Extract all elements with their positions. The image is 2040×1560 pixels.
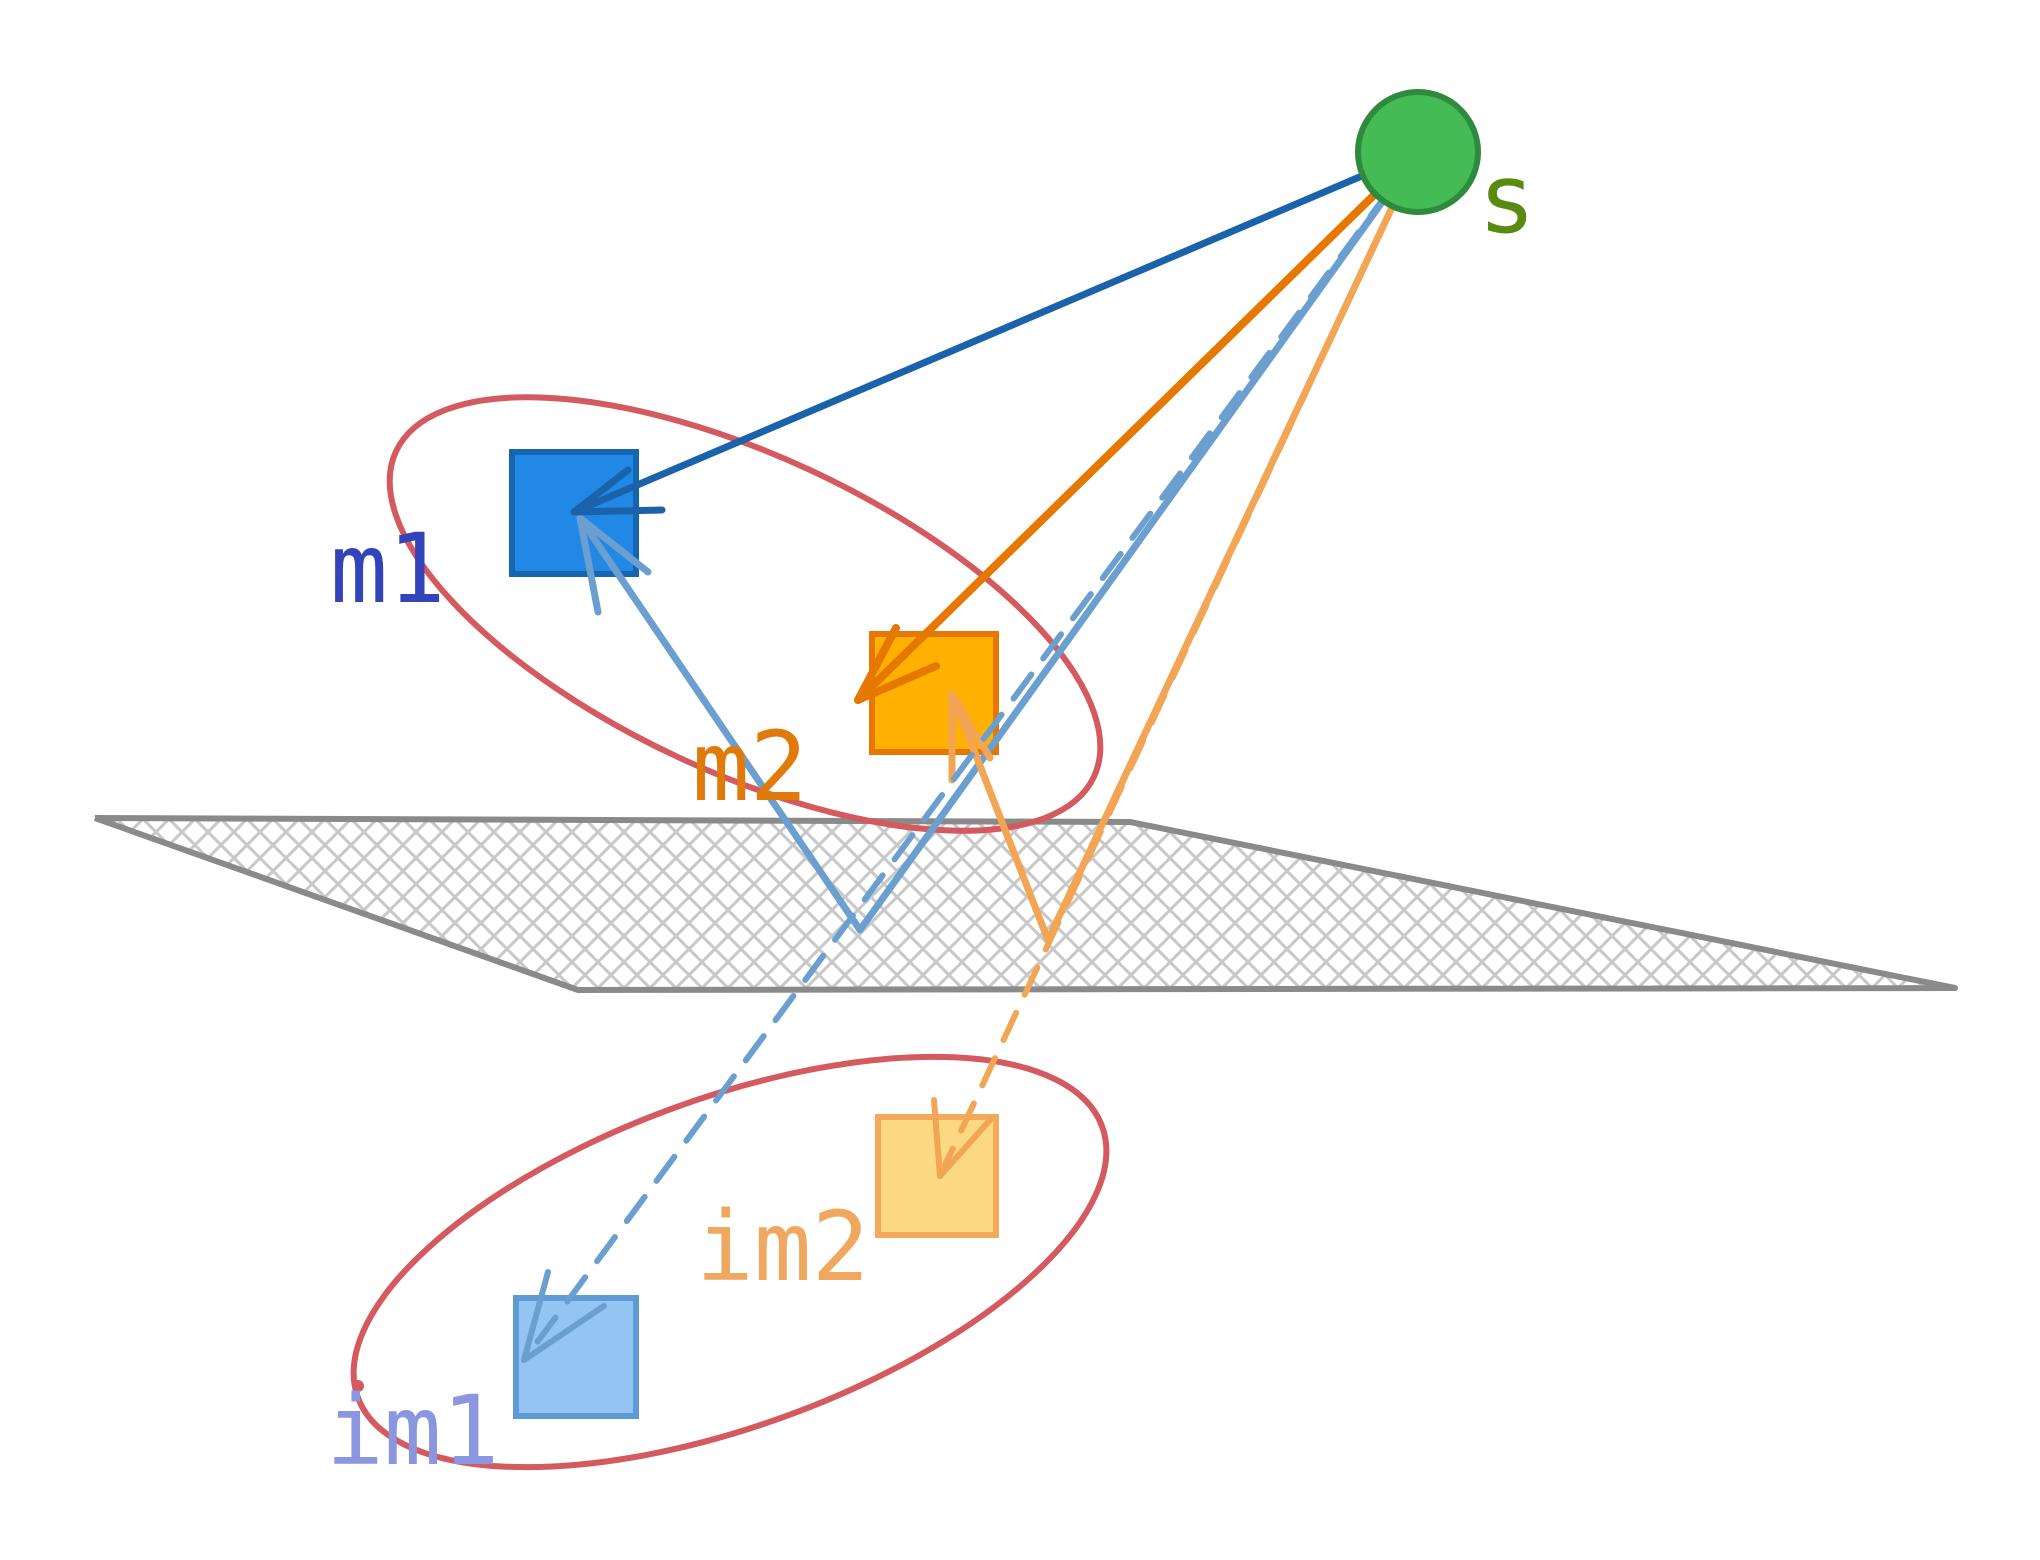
direct-ray-to-mic2: [854, 148, 1422, 704]
reflected-ray-to-mic1: [576, 148, 1422, 934]
image-group-ellipse: [350, 1053, 1110, 1471]
image1-square: [513, 1295, 639, 1419]
dashed-line-to-image2: [931, 149, 1421, 1179]
mic-group-ellipse: [386, 394, 1104, 834]
mic2-label: m2: [692, 711, 808, 823]
dashed-line-to-image1: [521, 149, 1421, 1363]
wall-hatch-fill: [95, 818, 1955, 990]
reflecting-wall: [93, 815, 1958, 993]
direct-ray-to-mic1: [570, 148, 1422, 516]
mic1-label: m1: [330, 513, 446, 625]
ellipse-end-dot: [352, 1380, 364, 1392]
source-circle: [1355, 89, 1481, 215]
source-label: s: [1478, 143, 1536, 255]
image2-label: im2: [696, 1191, 869, 1303]
image1-label: im1: [326, 1375, 499, 1487]
